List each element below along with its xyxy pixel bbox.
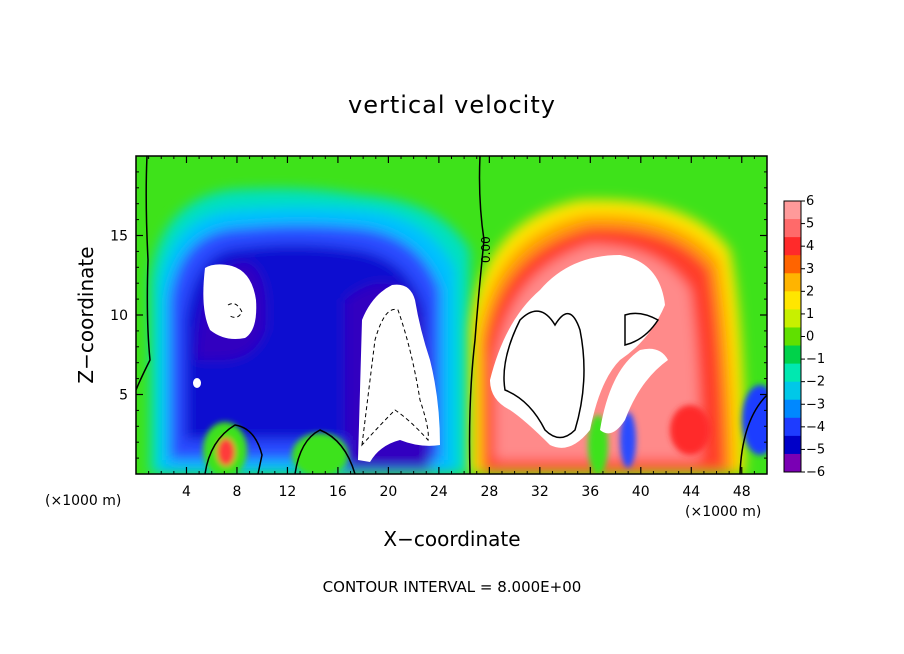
- x-tick-label: 48: [733, 484, 751, 500]
- plot-area: [136, 156, 767, 474]
- minor-features: [203, 385, 767, 474]
- colorbar-tick-label: −1: [806, 352, 825, 367]
- y-tick-label: 10: [110, 308, 128, 324]
- contour-label: 0.00: [479, 236, 493, 263]
- chart-title: vertical velocity: [348, 91, 556, 119]
- y-tick-label: 15: [110, 229, 128, 245]
- x-unit-left: (×1000 m): [45, 493, 121, 509]
- colorbar-swatch: [784, 327, 801, 347]
- y-axis-label: Z−coordinate: [74, 246, 98, 383]
- colorbar-swatch: [784, 453, 801, 473]
- colorbar-tick-label: 2: [806, 284, 814, 299]
- zero-contours: [136, 156, 767, 474]
- colorbar-swatch: [784, 255, 801, 274]
- x-tick-label: 20: [379, 484, 397, 500]
- x-tick-label: 44: [682, 484, 700, 500]
- saturated-areas: [193, 255, 668, 462]
- colorbar-tick-label: 3: [806, 262, 814, 277]
- x-tick-label: 32: [531, 484, 549, 500]
- colorbar-tick-label: −5: [806, 442, 825, 457]
- colorbar-tick-label: 5: [806, 217, 814, 232]
- x-axis-label: X−coordinate: [383, 527, 520, 551]
- colorbar-tick-label: −4: [806, 420, 825, 435]
- colorbar-swatch: [784, 381, 801, 401]
- colorbar-swatch: [784, 219, 801, 238]
- colorbar-swatch: [784, 399, 801, 419]
- negative-contours: [227, 303, 429, 447]
- contour-interval-note: CONTOUR INTERVAL = 8.000E+00: [323, 578, 582, 596]
- colorbar-swatch: [784, 363, 801, 383]
- colorbar-tick-label: 0: [806, 330, 814, 345]
- y-tick-label: 5: [119, 388, 128, 404]
- colorbar-tick-label: 1: [806, 307, 814, 322]
- x-tick-label: 36: [581, 484, 599, 500]
- x-tick-label: 16: [329, 484, 347, 500]
- colorbar-swatch: [784, 237, 801, 256]
- colorbar-tick-label: 4: [806, 239, 814, 254]
- colorbar: 6 5 4 3 2 1 0 −1 −2 −3 −4 −5 −6: [783, 194, 825, 480]
- colorbar-swatch: [784, 309, 801, 328]
- x-unit-right: (×1000 m): [685, 504, 761, 520]
- x-tick-label: 12: [279, 484, 297, 500]
- x-tick-label: 4: [182, 484, 191, 500]
- colorbar-tick-label: 6: [806, 194, 814, 209]
- colorbar-tick-label: −2: [806, 375, 825, 390]
- colorbar-tick-label: −3: [806, 397, 825, 412]
- x-tick-label: 40: [632, 484, 650, 500]
- colorbar-swatch: [784, 291, 801, 310]
- colorbar-swatch: [784, 345, 801, 365]
- colorbar-swatch: [784, 417, 801, 437]
- colorbar-swatch: [784, 201, 801, 220]
- colorbar-swatch: [784, 273, 801, 292]
- colorbar-swatch: [784, 435, 801, 455]
- colorbar-tick-label: −6: [806, 465, 825, 480]
- x-tick-label: 28: [480, 484, 498, 500]
- x-axis-ticks: 4 8 12 16 20 24 28 32 36 40 44 48: [148, 156, 755, 500]
- x-tick-label: 24: [430, 484, 448, 500]
- y-axis-ticks: 5 10 15: [110, 171, 767, 459]
- x-tick-label: 8: [232, 484, 241, 500]
